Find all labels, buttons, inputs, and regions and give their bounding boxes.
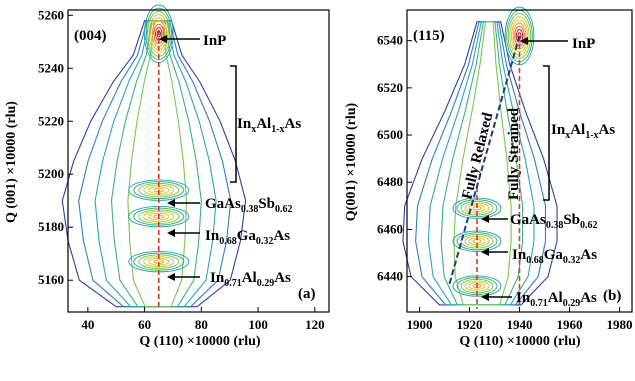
contour-line bbox=[440, 21, 524, 306]
panel-a-inalas71-arrowhead bbox=[167, 273, 175, 281]
panel-a-ingaas-arrowhead bbox=[167, 229, 175, 237]
x-tick-label: 1900 bbox=[407, 317, 433, 332]
panel-b-ticks: 1900 1920 1940 1960 1980 6440 6460 6480 6500 6520… bbox=[377, 33, 633, 332]
y-tick-label: 5220 bbox=[38, 113, 64, 128]
panel-b-fully-relaxed-line bbox=[448, 35, 521, 284]
peak-contour bbox=[148, 14, 169, 54]
panel-b-bracket bbox=[543, 65, 550, 201]
contour-line bbox=[453, 21, 512, 306]
panel-a-inp-label: InP bbox=[203, 33, 226, 49]
peak-contour bbox=[472, 239, 482, 244]
panel-b-ingaas-label: In0.68Ga0.32As bbox=[512, 247, 597, 266]
panel-a-inalas71-label: In0.71Al0.29As bbox=[210, 270, 291, 289]
panel-a-gaassb-label: GaAs0.38Sb0.62 bbox=[205, 196, 293, 215]
peak-contour bbox=[143, 211, 175, 223]
panel-a-frame bbox=[67, 9, 330, 313]
panel-a-title: (004) bbox=[74, 28, 107, 44]
panel-b-inp-label: InP bbox=[572, 36, 595, 52]
contour-line bbox=[415, 21, 547, 306]
peak-contour bbox=[468, 282, 486, 290]
y-tick-label: 5180 bbox=[38, 219, 64, 234]
peak-contour bbox=[456, 232, 498, 251]
x-tick-label: 60 bbox=[138, 317, 151, 332]
peak-contour bbox=[148, 212, 170, 221]
panel-b-inp-arrowhead bbox=[520, 37, 528, 45]
contour-line bbox=[94, 20, 217, 308]
panel-a-letter: (a) bbox=[298, 286, 316, 302]
y-tick-label: 6520 bbox=[377, 80, 403, 95]
contour-line bbox=[61, 20, 247, 308]
panel-b-inalas71-arrowhead bbox=[481, 293, 489, 301]
peak-contour bbox=[145, 7, 173, 60]
panel-b-inalas-label: InxAl1-xAs bbox=[551, 122, 615, 141]
panel-a-gaassb-arrowhead bbox=[167, 199, 175, 207]
x-tick-label: 100 bbox=[248, 317, 268, 332]
panel-a-inalas-label: InxAl1-xAs bbox=[237, 116, 301, 135]
x-tick-label: 40 bbox=[81, 317, 94, 332]
panel-b-letter: (b) bbox=[603, 288, 621, 304]
peak-contour bbox=[460, 233, 494, 249]
panel-b-inalas71-label: In0.71Al0.29As bbox=[516, 290, 597, 309]
x-tick-label: 120 bbox=[305, 317, 325, 332]
panel-a-bracket bbox=[230, 65, 237, 183]
x-tick-label: 1920 bbox=[457, 317, 483, 332]
contour-line bbox=[427, 21, 535, 306]
x-tick-label: 1960 bbox=[557, 317, 583, 332]
contour-line bbox=[110, 20, 202, 308]
y-tick-label: 5260 bbox=[38, 7, 64, 22]
y-tick-label: 5240 bbox=[38, 60, 64, 75]
x-tick-label: 1940 bbox=[507, 317, 533, 332]
contour-line bbox=[78, 20, 232, 308]
panel-b-title: (115) bbox=[413, 28, 445, 44]
peak-contour bbox=[153, 23, 165, 44]
panel-a-inp-arrowhead bbox=[159, 35, 167, 43]
panel-b-xlabel: Q (110) ×10000 (rlu) bbox=[459, 334, 580, 349]
panel-b-ylabel: Q(001) ×10000 (rlu) bbox=[344, 102, 359, 221]
y-tick-label: 6500 bbox=[377, 127, 403, 142]
x-tick-label: 1980 bbox=[607, 317, 633, 332]
y-tick-label: 6460 bbox=[377, 221, 403, 236]
panel-a: 40 60 80 100 120 5160 5180 5200 5220 5240 5260 (00… bbox=[4, 4, 330, 349]
peak-contour bbox=[507, 13, 532, 59]
y-tick-label: 6440 bbox=[377, 269, 403, 284]
panel-b-fully-relaxed-label: Fully Relaxed bbox=[459, 110, 496, 201]
y-tick-label: 6480 bbox=[377, 174, 403, 189]
peak-contour bbox=[515, 29, 524, 43]
panel-b-gaassb-arrowhead bbox=[481, 215, 489, 223]
panel-b: 1900 1920 1940 1960 1980 6440 6460 6480 6500 6520… bbox=[344, 6, 633, 349]
panel-a-ingaas-label: In0.68Ga0.32As bbox=[205, 228, 290, 247]
y-tick-label: 5200 bbox=[38, 166, 64, 181]
panel-a-ylabel: Q (001) ×10000 (rlu) bbox=[4, 101, 19, 223]
panel-a-xlabel: Q (110) ×10000 (rlu) bbox=[139, 334, 260, 349]
panel-b-ingaas-arrowhead bbox=[481, 248, 489, 256]
y-tick-label: 5160 bbox=[38, 272, 64, 287]
contour-line bbox=[127, 20, 188, 308]
x-tick-label: 80 bbox=[195, 317, 208, 332]
panel-a-contours bbox=[61, 4, 247, 308]
panel-b-fully-strained-label: Fully Strained bbox=[506, 107, 522, 200]
panel-a-ticks: 40 60 80 100 120 5160 5180 5200 5220 5240 5260 bbox=[38, 7, 325, 332]
y-tick-label: 6540 bbox=[377, 33, 403, 48]
panel-b-gaassb-label: GaAs0.38Sb0.62 bbox=[510, 212, 598, 231]
